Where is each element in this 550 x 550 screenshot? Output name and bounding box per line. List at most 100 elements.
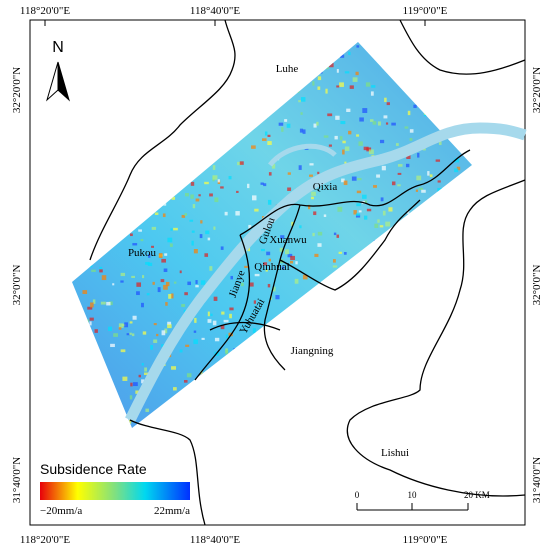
speckle (129, 395, 133, 400)
graticule-left-label: 32°20'0"N (11, 67, 23, 113)
speckle (377, 121, 381, 126)
speckle (120, 349, 126, 353)
speckle (391, 181, 396, 186)
speckle (237, 161, 242, 166)
speckle (191, 240, 194, 246)
speckle (429, 174, 433, 178)
speckle (275, 295, 280, 300)
speckle (132, 315, 137, 320)
speckle (365, 82, 371, 87)
speckle (312, 232, 315, 237)
speckle (132, 243, 138, 246)
speckle (380, 197, 384, 202)
speckle (311, 191, 316, 196)
speckle (136, 291, 140, 296)
speckle (332, 259, 336, 263)
speckle (253, 300, 257, 304)
speckle (264, 131, 268, 136)
speckle (152, 281, 155, 285)
speckle (189, 219, 194, 222)
speckle (239, 161, 244, 165)
district-label: Luhe (276, 63, 299, 75)
speckle (204, 253, 209, 257)
speckle (260, 248, 265, 252)
speckle (369, 119, 374, 122)
speckle (268, 172, 272, 176)
speckle (120, 272, 126, 277)
speckle (224, 211, 228, 216)
speckle (370, 91, 374, 96)
speckle (193, 339, 199, 345)
speckle (165, 281, 170, 287)
speckle (409, 129, 414, 133)
speckle (225, 349, 229, 355)
speckle (316, 121, 319, 126)
speckle (339, 82, 344, 87)
speckle (118, 323, 124, 328)
legend-max-label: 22mm/a (154, 505, 190, 517)
speckle (286, 123, 291, 128)
speckle (287, 172, 291, 175)
speckle (382, 210, 386, 216)
speckle (336, 69, 339, 73)
speckle (290, 255, 295, 261)
speckle (148, 253, 151, 258)
speckle (193, 330, 197, 333)
speckle (342, 140, 346, 144)
speckle (158, 253, 163, 258)
speckle (163, 284, 168, 290)
speckle (317, 231, 323, 236)
speckle (359, 117, 364, 122)
speckle (235, 211, 240, 216)
speckle (185, 192, 189, 197)
speckle (213, 226, 216, 230)
speckle (240, 282, 244, 287)
speckle (150, 345, 154, 350)
speckle (356, 134, 360, 137)
speckle (138, 229, 142, 232)
speckle (328, 62, 334, 68)
speckle (333, 232, 337, 236)
speckle (312, 81, 315, 86)
speckle (309, 163, 314, 166)
speckle (339, 136, 343, 141)
speckle (99, 269, 103, 273)
speckle (344, 146, 350, 151)
speckle (374, 223, 379, 228)
speckle (302, 274, 308, 280)
speckle (220, 246, 224, 250)
speckle (201, 337, 205, 340)
speckle (335, 115, 340, 120)
speckle (153, 339, 158, 343)
speckle (122, 376, 128, 381)
speckle (212, 175, 218, 180)
speckle (200, 280, 206, 285)
speckle (289, 260, 294, 264)
speckle (317, 76, 322, 81)
speckle (213, 296, 218, 301)
speckle (195, 198, 200, 202)
speckle (341, 178, 345, 183)
speckle (210, 313, 213, 317)
speckle (124, 322, 129, 328)
speckle (371, 85, 376, 88)
speckle (168, 293, 172, 299)
speckle (89, 317, 94, 321)
speckle (212, 320, 217, 326)
speckle (214, 197, 219, 203)
speckle (366, 147, 372, 152)
speckle (131, 275, 135, 278)
speckle (207, 311, 210, 317)
speckle (356, 213, 360, 216)
graticule-top-label: 118°40'0"E (190, 5, 240, 17)
graticule-top-label: 118°20'0"E (20, 5, 70, 17)
speckle (171, 196, 176, 200)
speckle (99, 266, 103, 270)
speckle (212, 165, 216, 170)
speckle (267, 141, 272, 146)
speckle (187, 281, 192, 286)
district-label: Qixia (313, 181, 338, 193)
speckle (146, 293, 150, 296)
speckle (287, 253, 293, 258)
